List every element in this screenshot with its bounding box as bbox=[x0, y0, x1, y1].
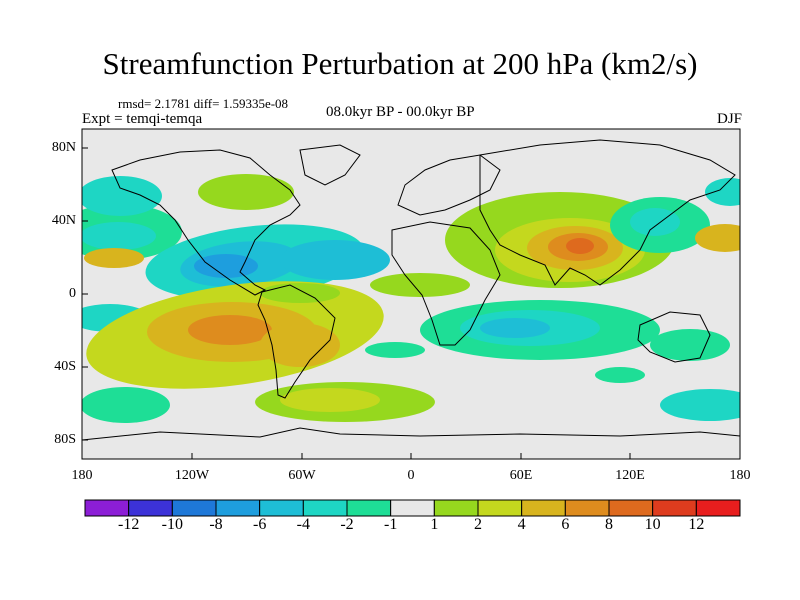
contour-satl-neg bbox=[365, 342, 425, 358]
xtick-label-0: 0 bbox=[407, 468, 415, 483]
colorbar-label: -10 bbox=[161, 516, 183, 533]
contour-epac-pos bbox=[695, 224, 740, 252]
contour-na-trough-core bbox=[194, 254, 258, 278]
contour-npac-top bbox=[82, 176, 162, 216]
xtick-label-120e: 120E bbox=[615, 468, 645, 483]
coast-north-america bbox=[111, 149, 301, 296]
contour-atl-pos-north bbox=[260, 283, 340, 303]
colorbar-box bbox=[259, 499, 304, 517]
coast-europe bbox=[397, 154, 501, 216]
contour-npac-west-inner bbox=[82, 222, 156, 250]
colorbar-label: 6 bbox=[561, 516, 570, 533]
coast-africa bbox=[391, 221, 501, 346]
coast-australia bbox=[637, 311, 711, 363]
contour-atl-trough bbox=[280, 240, 390, 280]
contour-sh-pac-neg bbox=[82, 387, 170, 423]
colorbar-label: -8 bbox=[209, 516, 223, 533]
colorbar-box bbox=[652, 499, 697, 517]
ytick-label-80s: 80S bbox=[54, 432, 76, 447]
contour-australia-neg bbox=[650, 329, 730, 361]
ytick-label-40s: 40S bbox=[54, 359, 76, 374]
colorbar-box bbox=[608, 499, 654, 517]
colorbar-label: 12 bbox=[688, 516, 705, 533]
rmsd-diff-stats: rmsd= 2.1781 diff= 1.59335e-08 bbox=[118, 96, 289, 111]
contour-africa-ridge bbox=[370, 273, 470, 297]
figure-title: Streamfunction Perturbation at 200 hPa (… bbox=[102, 46, 698, 81]
axis-ticks bbox=[82, 147, 631, 459]
colorbar-label: -12 bbox=[117, 516, 140, 533]
xtick-label-60e: 60E bbox=[509, 468, 533, 483]
colorbar-box bbox=[433, 499, 479, 517]
coastlines bbox=[82, 139, 740, 441]
coast-south-america bbox=[257, 284, 336, 399]
xtick-label-180w: 180 bbox=[71, 468, 93, 483]
colorbar-box bbox=[171, 499, 217, 517]
contour-satl-high-inner bbox=[280, 388, 380, 412]
contour-epac-neg-top bbox=[705, 178, 740, 206]
colorbar-box bbox=[215, 499, 261, 517]
contour-npac-ridge bbox=[84, 248, 144, 268]
contour-field bbox=[82, 174, 740, 423]
xtick-label-180e: 180 bbox=[729, 468, 751, 483]
contour-wpac-trough-inner bbox=[630, 208, 680, 236]
colorbar-label: -6 bbox=[252, 516, 267, 533]
colorbar-label: 1 bbox=[430, 516, 439, 533]
colorbar-label: -1 bbox=[383, 516, 398, 533]
colorbar-label: 4 bbox=[517, 516, 526, 533]
colorbar-box bbox=[84, 499, 130, 517]
ytick-label-40n: 40N bbox=[51, 213, 76, 228]
contour-spac-high-core bbox=[188, 315, 272, 345]
colorbar-box bbox=[346, 499, 392, 517]
colorbar-box bbox=[302, 499, 348, 517]
coast-asia bbox=[479, 139, 736, 286]
colorbar-label: -2 bbox=[340, 516, 354, 533]
coast-greenland bbox=[299, 144, 361, 186]
colorbar-box bbox=[521, 499, 566, 517]
xtick-label-120w: 120W bbox=[174, 468, 210, 483]
contour-io-trough-core bbox=[480, 318, 550, 338]
ytick-label-80n: 80N bbox=[51, 140, 76, 155]
experiment-label: Expt = temqi-temqa bbox=[82, 111, 203, 127]
contour-samerica-pos bbox=[260, 323, 340, 367]
colorbar-label: 10 bbox=[644, 516, 661, 533]
contour-southern-neg bbox=[660, 389, 740, 421]
colorbar-box bbox=[477, 499, 523, 517]
colorbar-box bbox=[695, 499, 741, 517]
ytick-label-0: 0 bbox=[69, 286, 76, 301]
colorbar-label: 8 bbox=[605, 516, 613, 533]
colorbar-box bbox=[390, 499, 435, 517]
season-label: DJF bbox=[716, 111, 742, 127]
colorbar bbox=[84, 499, 741, 517]
colorbar-box bbox=[128, 499, 173, 517]
period-label: 08.0kyr BP - 00.0kyr BP bbox=[326, 104, 475, 120]
coast-antarctica bbox=[82, 427, 740, 441]
contour-greenland-ridge bbox=[198, 174, 294, 210]
colorbar-label: -4 bbox=[296, 516, 310, 533]
contour-antarctic-neg bbox=[595, 367, 645, 383]
colorbar-label: 2 bbox=[474, 516, 482, 533]
colorbar-box bbox=[564, 499, 610, 517]
contour-tibet-core bbox=[566, 238, 594, 254]
xtick-label-60w: 60W bbox=[288, 468, 316, 483]
